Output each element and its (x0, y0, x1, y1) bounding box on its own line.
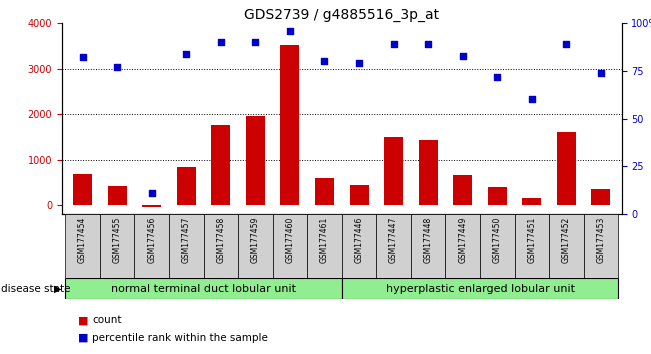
Bar (514, 214, 549, 278)
Text: GSM177455: GSM177455 (113, 217, 122, 263)
Bar (522, 198, 542, 205)
Text: GSM177459: GSM177459 (251, 217, 260, 263)
Bar (584, 214, 618, 278)
Text: ▶: ▶ (53, 284, 61, 293)
Text: ■: ■ (78, 315, 89, 325)
Text: GSM177454: GSM177454 (78, 217, 87, 263)
Text: GSM177453: GSM177453 (596, 217, 605, 263)
Point (146, 190, 157, 196)
Bar (107, 186, 127, 205)
Bar (246, 116, 265, 205)
Text: GSM177461: GSM177461 (320, 217, 329, 263)
Bar (488, 187, 506, 205)
Bar (169, 214, 204, 278)
Point (215, 39, 226, 45)
Text: GSM177452: GSM177452 (562, 217, 571, 263)
Bar (342, 214, 376, 278)
Bar (315, 178, 334, 205)
Point (284, 28, 295, 34)
Text: disease state: disease state (1, 284, 70, 293)
Bar (384, 137, 403, 205)
Point (181, 51, 191, 56)
Point (423, 41, 434, 47)
Text: GSM177449: GSM177449 (458, 217, 467, 263)
Bar (307, 214, 342, 278)
Bar (411, 214, 445, 278)
Bar (100, 214, 134, 278)
Text: ■: ■ (78, 333, 89, 343)
Point (389, 41, 399, 47)
Point (354, 60, 365, 66)
Text: GSM177457: GSM177457 (182, 217, 191, 263)
Bar (65, 214, 100, 278)
Bar (419, 140, 437, 205)
Bar (134, 214, 169, 278)
Text: GSM177458: GSM177458 (216, 217, 225, 263)
Bar (238, 214, 273, 278)
Point (561, 41, 572, 47)
Bar (342, 278, 618, 299)
Text: GSM177446: GSM177446 (355, 217, 363, 263)
Point (492, 74, 503, 79)
Bar (480, 214, 514, 278)
Point (527, 97, 537, 102)
Bar (273, 214, 307, 278)
Bar (549, 214, 584, 278)
Bar (73, 174, 92, 205)
Bar (204, 214, 238, 278)
Title: GDS2739 / g4885516_3p_at: GDS2739 / g4885516_3p_at (244, 8, 439, 22)
Bar (350, 185, 368, 205)
Bar (445, 214, 480, 278)
Point (458, 53, 468, 58)
Point (319, 58, 329, 64)
Bar (557, 132, 576, 205)
Text: GSM177460: GSM177460 (285, 217, 294, 263)
Text: count: count (92, 315, 122, 325)
Text: GSM177447: GSM177447 (389, 217, 398, 263)
Text: GSM177456: GSM177456 (147, 217, 156, 263)
Bar (592, 189, 611, 205)
Text: hyperplastic enlarged lobular unit: hyperplastic enlarged lobular unit (385, 284, 575, 293)
Text: GSM177451: GSM177451 (527, 217, 536, 263)
Text: normal terminal duct lobular unit: normal terminal duct lobular unit (111, 284, 296, 293)
Bar (453, 175, 472, 205)
Bar (65, 278, 342, 299)
Text: percentile rank within the sample: percentile rank within the sample (92, 333, 268, 343)
Bar (177, 167, 196, 205)
Bar (142, 205, 161, 207)
Bar (376, 214, 411, 278)
Point (596, 70, 606, 75)
Text: GSM177448: GSM177448 (424, 217, 433, 263)
Text: GSM177450: GSM177450 (493, 217, 502, 263)
Bar (281, 45, 299, 205)
Point (112, 64, 122, 70)
Bar (212, 125, 230, 205)
Point (77, 55, 88, 60)
Point (250, 39, 260, 45)
